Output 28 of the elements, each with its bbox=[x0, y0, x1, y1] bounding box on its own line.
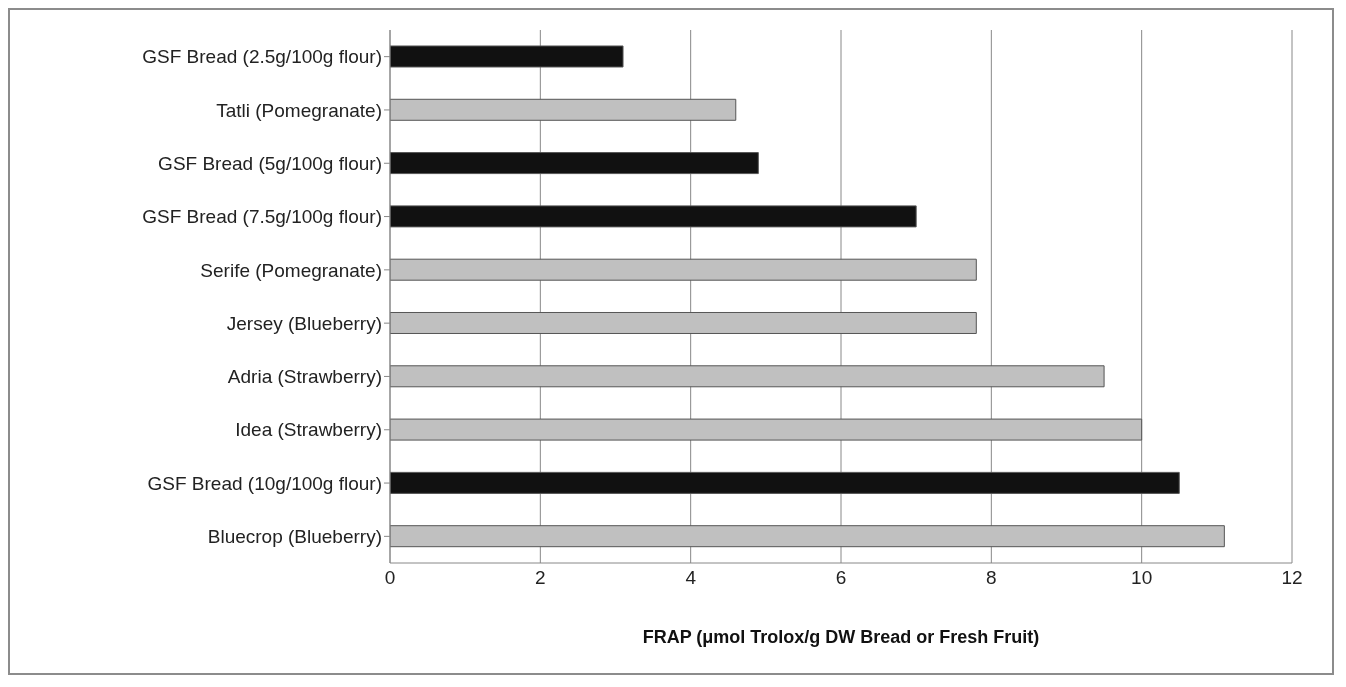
x-tick-label: 0 bbox=[384, 567, 396, 589]
bar bbox=[390, 45, 624, 68]
bar bbox=[390, 418, 1143, 441]
y-tick-label: Serife (Pomegranate) bbox=[200, 259, 382, 281]
bar bbox=[390, 205, 917, 228]
y-tick-label: Adria (Strawberry) bbox=[227, 366, 382, 388]
x-tick-label: 4 bbox=[685, 567, 697, 589]
bar bbox=[390, 152, 759, 175]
y-tick-label: Bluecrop (Blueberry) bbox=[207, 526, 382, 548]
y-tick-label: GSF Bread (2.5g/100g flour) bbox=[142, 46, 382, 68]
x-tick-label: 2 bbox=[535, 567, 546, 589]
x-axis-title: FRAP (μmol Trolox/g DW Bread or Fresh Fruit) bbox=[642, 627, 1040, 647]
bar bbox=[390, 365, 1105, 388]
y-tick-label: GSF Bread (10g/100g flour) bbox=[147, 472, 382, 494]
bar bbox=[390, 311, 977, 334]
x-tick-label: 8 bbox=[986, 567, 997, 589]
x-tick-label: 10 bbox=[1131, 567, 1153, 589]
y-tick-label: Jersey (Blueberry) bbox=[226, 312, 382, 334]
bar bbox=[390, 471, 1180, 494]
x-tick-label: 6 bbox=[835, 567, 847, 589]
y-tick-label: GSF Bread (7.5g/100g flour) bbox=[142, 206, 382, 228]
bar bbox=[390, 258, 977, 281]
bar bbox=[390, 98, 737, 121]
y-tick-label: Idea (Strawberry) bbox=[235, 419, 382, 441]
y-tick-label: Tatli (Pomegranate) bbox=[216, 99, 382, 121]
y-tick-label: GSF Bread (5g/100g flour) bbox=[158, 152, 382, 174]
x-tick-label: 12 bbox=[1281, 567, 1303, 589]
bar bbox=[390, 525, 1225, 548]
